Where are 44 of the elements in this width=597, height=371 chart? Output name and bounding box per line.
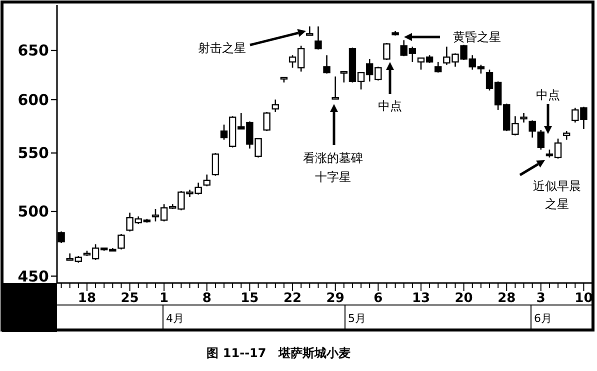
x-tick-label: 1	[160, 291, 169, 306]
y-tick-label: 600	[18, 90, 49, 109]
candlestick	[332, 76, 339, 100]
text: 5月	[348, 312, 366, 325]
x-tick-label: 18	[78, 291, 96, 306]
candlestick	[383, 42, 390, 61]
x-tick-label: 15	[240, 291, 259, 306]
candlestick	[528, 120, 536, 138]
x-tick-label: 29	[326, 291, 344, 306]
y-tick-label: 650	[18, 42, 49, 60]
annotation: 十字星	[315, 170, 351, 184]
annotation: 中点	[536, 88, 560, 102]
candlestick	[314, 26, 322, 50]
x-tick-label: 13	[412, 291, 430, 306]
candlestick	[212, 152, 220, 176]
x-tick-label: 28	[498, 291, 516, 306]
x-tick-label: 22	[283, 291, 302, 306]
annotation: 黄昏之星	[453, 30, 501, 44]
x-tick-label: 3	[536, 291, 546, 306]
candlestick	[323, 54, 330, 74]
x-tick-label: 8	[202, 291, 212, 306]
x-tick-label: 25	[120, 291, 139, 306]
candlestick	[263, 111, 270, 132]
text: 6月	[534, 312, 552, 325]
candlestick	[203, 174, 210, 187]
x-tick-label: 20	[454, 291, 473, 306]
y-tick-label: 550	[18, 144, 49, 162]
annotation: 射击之星	[198, 41, 246, 55]
annotation: 看涨的墓碑	[303, 151, 363, 165]
candlestick	[272, 98, 279, 113]
annotation: 近似早晨	[533, 179, 581, 193]
annotation: 中点	[378, 99, 402, 113]
y-tick-label: 450	[18, 267, 49, 286]
candlestick	[537, 129, 544, 150]
x-tick-label: 10	[574, 291, 593, 306]
candlestick	[434, 61, 442, 74]
y-tick-label: 500	[18, 202, 49, 221]
annotation: 之星	[545, 197, 569, 211]
candlestick	[118, 233, 125, 250]
candlestick	[520, 112, 528, 124]
x-tick-label: 6	[374, 291, 383, 306]
candlestick	[306, 26, 314, 36]
text: 图 11--17 堪萨斯城小麦	[206, 346, 350, 360]
text: 4月	[166, 312, 184, 325]
